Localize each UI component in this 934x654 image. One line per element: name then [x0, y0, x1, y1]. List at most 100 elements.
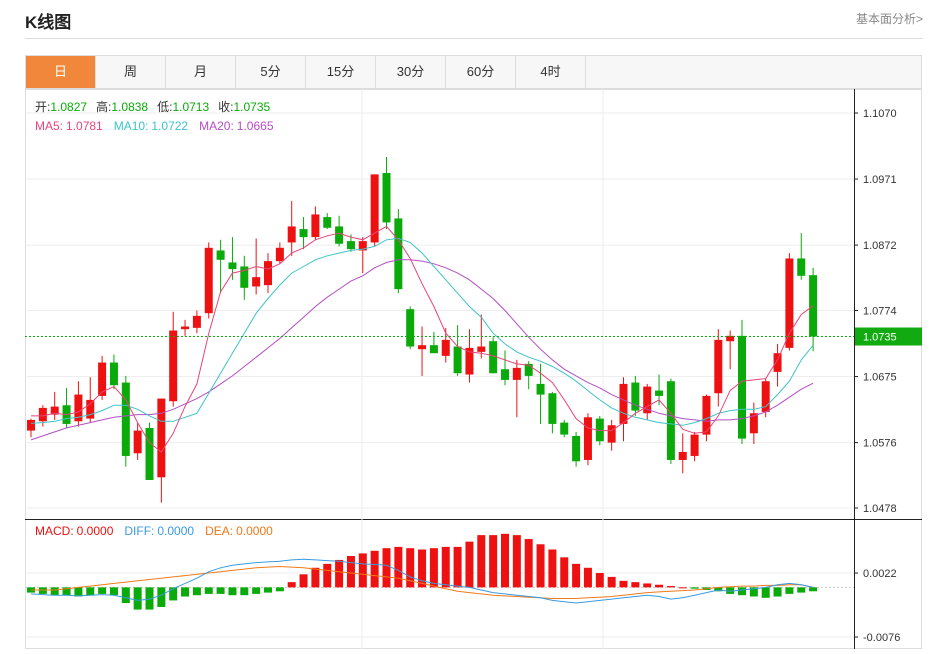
candle[interactable]	[607, 419, 616, 451]
candle[interactable]	[121, 375, 130, 467]
page-header: K线图 基本面分析>	[25, 0, 923, 39]
candle[interactable]	[572, 431, 581, 467]
candle-body	[643, 386, 652, 414]
candle[interactable]	[370, 174, 379, 247]
candle-body	[275, 247, 284, 262]
macd-bar	[264, 587, 272, 593]
candle[interactable]	[548, 391, 557, 434]
candle[interactable]	[406, 306, 415, 350]
candle[interactable]	[583, 413, 592, 466]
candle[interactable]	[264, 253, 272, 294]
tab-1[interactable]: 周	[96, 56, 166, 88]
candle[interactable]	[382, 157, 391, 230]
candle[interactable]	[358, 237, 367, 274]
macd-bar	[607, 576, 616, 588]
candle[interactable]	[335, 215, 344, 247]
candle-body	[477, 346, 486, 352]
candle[interactable]	[797, 233, 806, 280]
candle-body	[548, 393, 557, 424]
page-title: K线图	[25, 13, 72, 32]
info-label: DEA:	[205, 524, 233, 538]
macd-bar	[524, 539, 533, 588]
candle[interactable]	[465, 329, 474, 383]
candle[interactable]	[109, 354, 118, 390]
macd-tick-label: 0.0022	[863, 568, 897, 580]
candle[interactable]	[50, 391, 59, 420]
macd-bar	[287, 582, 296, 588]
macd-tick-label: -0.0076	[863, 632, 900, 644]
tab-2[interactable]: 月	[166, 56, 236, 88]
candle[interactable]	[678, 433, 687, 474]
candle-body	[27, 419, 35, 431]
candle[interactable]	[204, 242, 213, 319]
candle[interactable]	[86, 377, 95, 423]
candle[interactable]	[145, 422, 154, 480]
candle-body	[583, 417, 592, 460]
candle[interactable]	[643, 383, 652, 420]
candle[interactable]	[169, 311, 178, 407]
candle[interactable]	[299, 217, 308, 250]
current-price-tag	[855, 327, 922, 346]
candle[interactable]	[619, 377, 628, 442]
candle[interactable]	[809, 267, 818, 352]
candle[interactable]	[631, 375, 640, 416]
info-label: MA20:	[199, 119, 234, 133]
candle[interactable]	[489, 337, 498, 374]
candle[interactable]	[429, 331, 438, 354]
y-tick-label: 1.1070	[863, 108, 897, 120]
tab-0[interactable]: 日	[26, 56, 96, 88]
ma5-line	[31, 225, 814, 453]
candle[interactable]	[536, 363, 545, 424]
info-value: 1.0665	[237, 119, 274, 133]
info-label: 开:	[35, 100, 50, 114]
candle[interactable]	[524, 361, 533, 390]
candle[interactable]	[785, 253, 794, 351]
candle-body	[192, 315, 201, 328]
tab-6[interactable]: 60分	[446, 56, 516, 88]
candle[interactable]	[773, 343, 782, 387]
macd-bar	[38, 587, 47, 594]
candle[interactable]	[453, 325, 462, 376]
candle-body	[323, 217, 332, 228]
candle[interactable]	[501, 350, 509, 386]
candle[interactable]	[394, 209, 403, 294]
candle[interactable]	[287, 201, 296, 256]
candle[interactable]	[702, 394, 711, 442]
candle-body	[394, 218, 403, 290]
tab-5[interactable]: 30分	[376, 56, 446, 88]
tab-3[interactable]: 5分	[236, 56, 306, 88]
candle[interactable]	[181, 319, 190, 336]
candle[interactable]	[157, 398, 166, 503]
candle[interactable]	[240, 255, 249, 300]
candle[interactable]	[275, 242, 284, 264]
candle[interactable]	[192, 310, 201, 334]
candle-body	[157, 398, 166, 478]
candle[interactable]	[133, 422, 142, 460]
tab-4[interactable]: 15分	[306, 56, 376, 88]
macd-bar	[583, 567, 592, 588]
candle[interactable]	[738, 319, 746, 444]
candle-body	[773, 353, 782, 372]
candle[interactable]	[512, 359, 521, 418]
candle[interactable]	[323, 213, 332, 230]
candle-body	[121, 382, 130, 456]
candle[interactable]	[418, 326, 427, 376]
macd-bar	[252, 587, 261, 594]
macd-bar	[477, 535, 486, 588]
candle[interactable]	[74, 381, 83, 427]
candle[interactable]	[216, 239, 225, 294]
candle[interactable]	[666, 378, 675, 464]
tab-7[interactable]: 4时	[516, 56, 586, 88]
info-value: 0.0000	[77, 524, 114, 538]
candle[interactable]	[714, 329, 723, 407]
candle[interactable]	[560, 419, 569, 438]
candle[interactable]	[62, 387, 71, 428]
candle[interactable]	[98, 355, 107, 400]
candle[interactable]	[690, 431, 699, 462]
macd-bar	[240, 587, 249, 596]
candle[interactable]	[27, 418, 35, 438]
candle[interactable]	[761, 378, 770, 418]
candle-body	[738, 335, 746, 439]
fundamental-analysis-link[interactable]: 基本面分析>	[855, 12, 923, 26]
candle[interactable]	[311, 206, 320, 240]
